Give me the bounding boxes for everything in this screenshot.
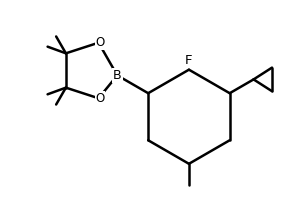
Text: F: F xyxy=(185,54,193,67)
Text: O: O xyxy=(96,36,105,49)
Text: O: O xyxy=(96,92,105,105)
Text: B: B xyxy=(113,69,122,82)
